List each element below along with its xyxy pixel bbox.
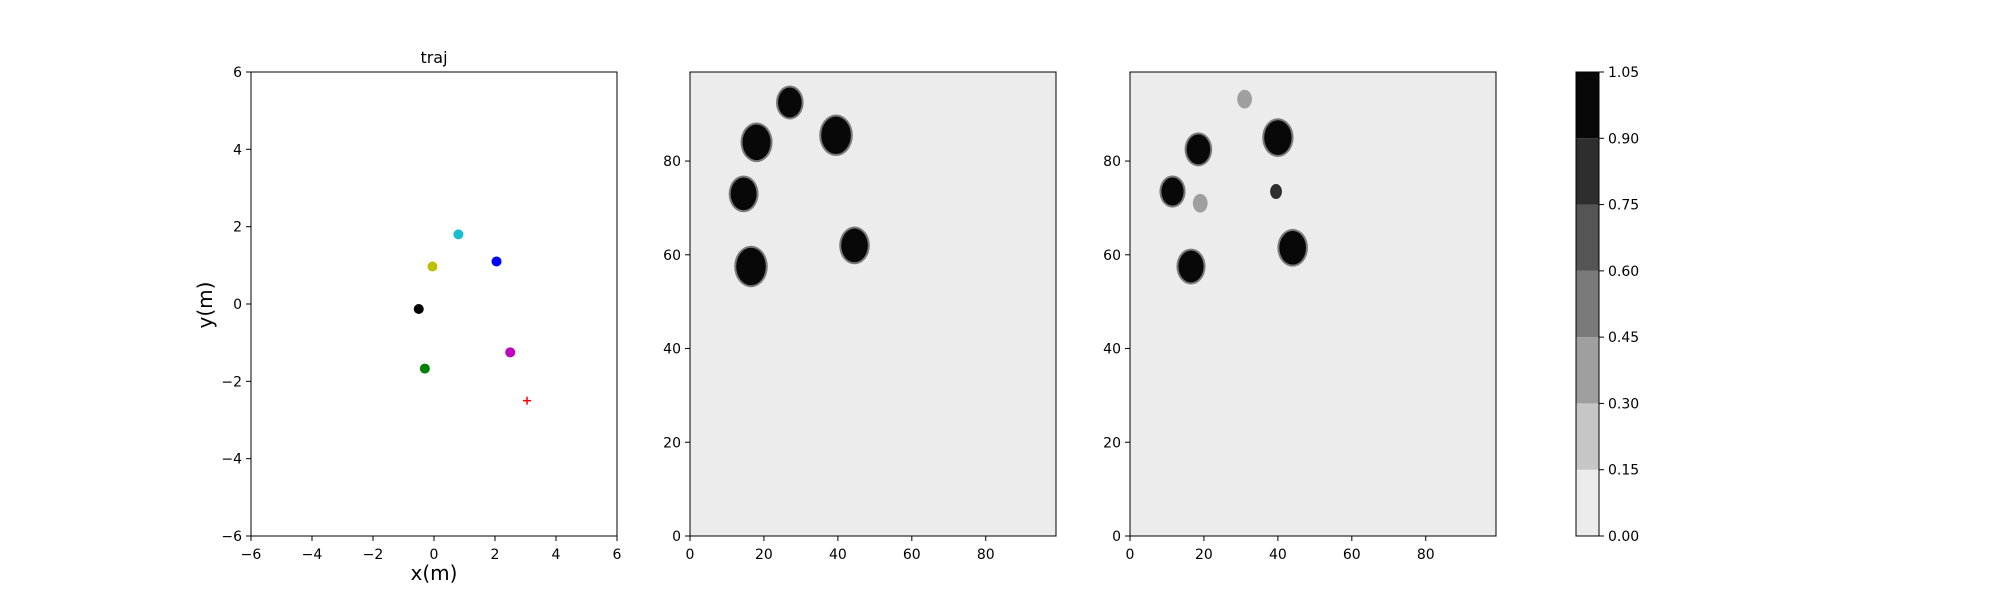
- x-tick-label: 0: [430, 547, 439, 563]
- obstacle-blob: [1184, 132, 1213, 167]
- colorbar-segment: [1576, 403, 1599, 470]
- obstacle-blob: [728, 175, 759, 213]
- y-tick-label: 60: [663, 248, 681, 264]
- x-tick-label: 40: [1269, 547, 1287, 563]
- x-tick-label: 80: [1417, 547, 1435, 563]
- obstacle-blob: [1176, 248, 1206, 285]
- x-tick-label: 60: [903, 547, 921, 563]
- y-tick-label: −6: [221, 529, 242, 545]
- agent-point: [427, 261, 438, 272]
- colorbar-segment: [1576, 138, 1599, 205]
- obstacle-blob: [1192, 193, 1208, 213]
- obstacle-blob: [1237, 89, 1252, 109]
- colorbar-frame: [1575, 71, 1600, 537]
- obstacle-blob: [1262, 118, 1294, 157]
- obstacle-blob: [734, 245, 768, 288]
- colorbar-segment: [1576, 469, 1599, 536]
- plot-title: traj: [420, 48, 447, 67]
- x-tick-label: 2: [491, 547, 500, 563]
- colorbar-tick-label: 1.05: [1608, 65, 1639, 81]
- y-axis-label: y(m): [193, 282, 217, 329]
- x-tick-label: 0: [686, 547, 695, 563]
- colorbar-tick-label: 0.45: [1608, 330, 1639, 346]
- colorbar-tick-label: 0.60: [1608, 264, 1639, 280]
- agent-point: [413, 304, 424, 315]
- colorbar-segment: [1576, 270, 1599, 338]
- x-tick-label: 80: [977, 547, 995, 563]
- y-tick-label: 60: [1103, 248, 1121, 264]
- agent-point: [505, 347, 516, 358]
- goal-marker: [523, 396, 532, 405]
- colorbar-tick-label: 0.30: [1608, 396, 1639, 412]
- x-tick-label: 4: [552, 547, 561, 563]
- y-tick-label: 2: [233, 220, 242, 236]
- colorbar-segment: [1576, 204, 1599, 271]
- obstacle-blob: [839, 226, 870, 265]
- obstacle-blob: [1277, 228, 1308, 267]
- y-tick-label: 20: [1103, 435, 1121, 451]
- x-tick-label: 0: [1126, 547, 1135, 563]
- colorbar-tick-label: 0.00: [1608, 529, 1639, 545]
- x-tick-label: 6: [613, 547, 622, 563]
- x-tick-label: −4: [302, 547, 323, 563]
- ground-truth-map: 0 20 40 60 80 0 20 40 60 80: [663, 71, 1057, 563]
- colorbar-tick-label: 0.90: [1608, 131, 1639, 147]
- x-tick-label: −2: [363, 547, 384, 563]
- y-tick-label: 0: [233, 297, 242, 313]
- trajectory-plot: traj x(m) y(m) −6 −4 −2 0 2 4 6 −6 −4 −2 0 2 4 6: [193, 48, 622, 585]
- y-tick-label: 6: [233, 65, 242, 81]
- y-tick-label: 20: [663, 435, 681, 451]
- estimated-map: 0 20 40 60 80 0 20 40 60 80: [1103, 71, 1497, 563]
- y-tick-label: 40: [1103, 342, 1121, 358]
- map-background: [1130, 72, 1496, 536]
- obstacle-blob: [1270, 184, 1282, 200]
- obstacle-blob: [740, 122, 773, 163]
- colorbar-tick-label: 0.75: [1608, 198, 1639, 214]
- y-tick-label: 40: [663, 342, 681, 358]
- agent-point: [491, 256, 502, 267]
- agent-point: [453, 229, 464, 240]
- y-tick-label: 0: [1112, 529, 1121, 545]
- colorbar: 0.00 0.15 0.30 0.45 0.60 0.75 0.90 1.05: [1575, 65, 1639, 545]
- map-frame: [1129, 71, 1497, 537]
- obstacle-blob: [819, 114, 853, 157]
- y-tick-label: −2: [221, 374, 242, 390]
- plot-frame: [250, 71, 618, 537]
- y-tick-label: 80: [1103, 154, 1121, 170]
- x-tick-label: 60: [1343, 547, 1361, 563]
- x-tick-label: 20: [1195, 547, 1213, 563]
- y-tick-label: 80: [663, 154, 681, 170]
- x-tick-label: −6: [241, 547, 262, 563]
- obstacle-blob: [1159, 175, 1186, 208]
- y-tick-label: 4: [233, 142, 242, 158]
- colorbar-segment: [1576, 337, 1599, 404]
- y-tick-label: −4: [221, 452, 242, 468]
- agent-point: [419, 363, 430, 374]
- map-frame: [689, 71, 1057, 537]
- x-tick-label: 20: [755, 547, 773, 563]
- y-tick-label: 0: [672, 529, 681, 545]
- colorbar-tick-label: 0.15: [1608, 463, 1639, 479]
- x-axis-label: x(m): [411, 561, 458, 585]
- colorbar-segment: [1576, 72, 1599, 139]
- obstacle-blob: [775, 85, 804, 120]
- x-tick-label: 40: [829, 547, 847, 563]
